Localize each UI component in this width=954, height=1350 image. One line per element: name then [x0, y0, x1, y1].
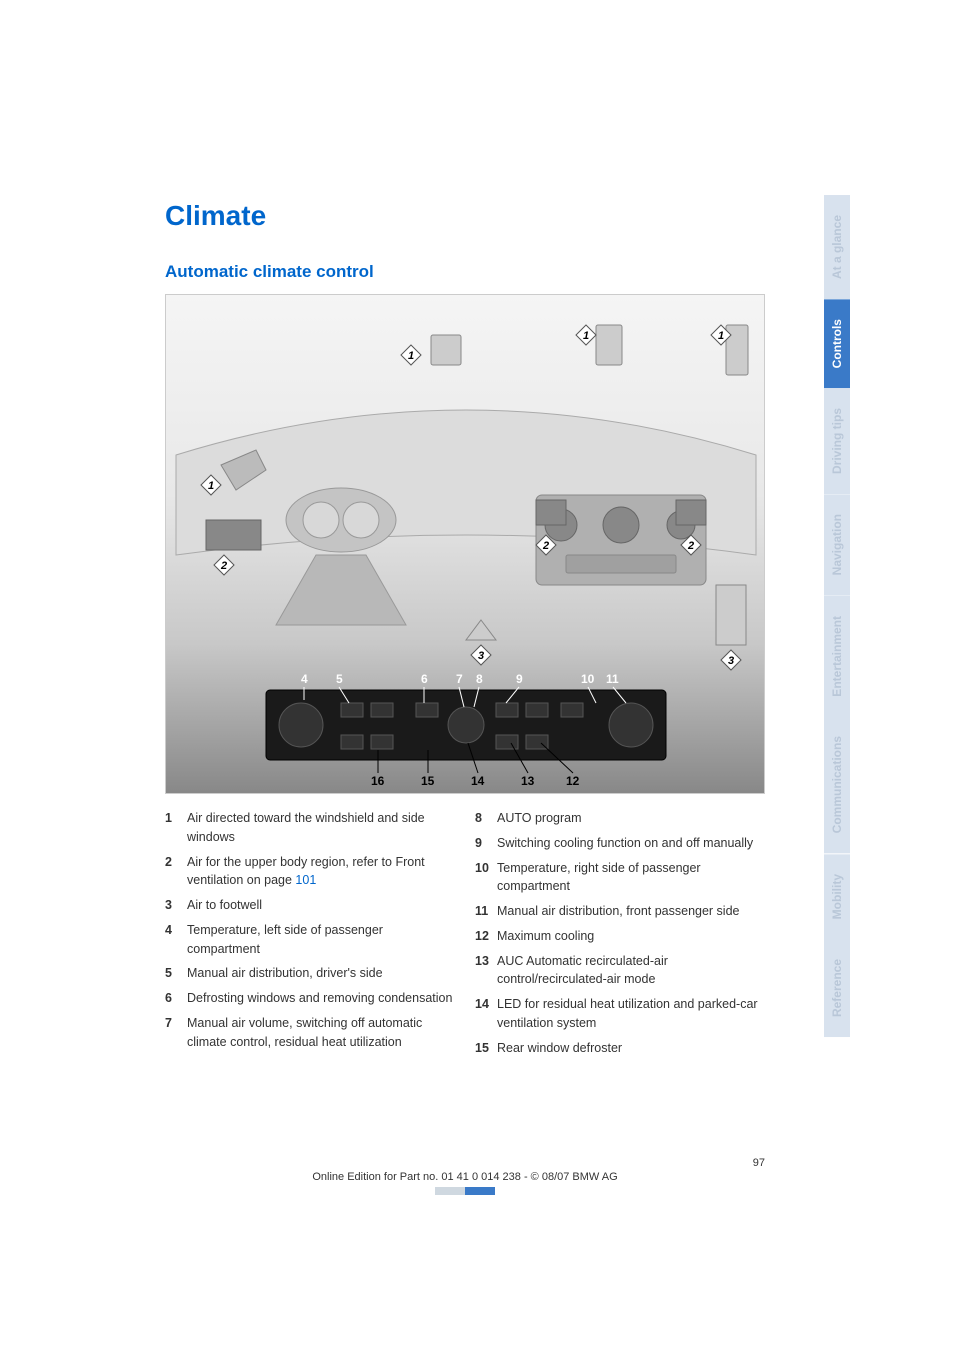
- section-tab[interactable]: Mobility: [824, 854, 850, 939]
- legend-text: Manual air distribution, front passenger…: [497, 902, 740, 921]
- legend-text: Defrosting windows and removing condensa…: [187, 989, 452, 1008]
- section-tab[interactable]: At a glance: [824, 195, 850, 299]
- footer-line: Online Edition for Part no. 01 41 0 014 …: [165, 1171, 765, 1183]
- dashboard-figure: 1 1 1 1: [165, 294, 765, 794]
- section-tab[interactable]: Entertainment: [824, 596, 850, 717]
- legend-item: 11Manual air distribution, front passeng…: [475, 902, 765, 921]
- svg-text:7: 7: [456, 672, 463, 686]
- legend-item: 9Switching cooling function on and off m…: [475, 834, 765, 853]
- svg-text:12: 12: [566, 774, 580, 788]
- svg-text:1: 1: [408, 350, 414, 362]
- legend-item: 3Air to footwell: [165, 896, 455, 915]
- legend-item: 13AUC Automatic recirculated-air control…: [475, 952, 765, 990]
- svg-text:6: 6: [421, 672, 428, 686]
- legend-number: 7: [165, 1014, 187, 1052]
- section-tab[interactable]: Reference: [824, 939, 850, 1037]
- svg-text:2: 2: [687, 540, 694, 552]
- page-ref-link[interactable]: 101: [295, 873, 316, 887]
- legend-number: 9: [475, 834, 497, 853]
- svg-text:11: 11: [606, 672, 619, 686]
- legend-text: Air directed toward the windshield and s…: [187, 809, 455, 847]
- svg-text:3: 3: [728, 655, 734, 667]
- legend-item: 7Manual air volume, switching off automa…: [165, 1014, 455, 1052]
- legend-text: Switching cooling function on and off ma…: [497, 834, 753, 853]
- legend-item: 14LED for residual heat utilization and …: [475, 995, 765, 1033]
- legend-number: 4: [165, 921, 187, 959]
- legend-text: AUTO program: [497, 809, 582, 828]
- legend-text: Maximum cooling: [497, 927, 594, 946]
- legend-item: 10Temperature, right side of passenger c…: [475, 859, 765, 897]
- legend-text: Manual air volume, switching off automat…: [187, 1014, 455, 1052]
- svg-text:4: 4: [301, 672, 308, 686]
- page-footer: 97 Online Edition for Part no. 01 41 0 0…: [165, 1157, 765, 1195]
- legend-item: 12Maximum cooling: [475, 927, 765, 946]
- svg-text:8: 8: [476, 672, 483, 686]
- legend-text: LED for residual heat utilization and pa…: [497, 995, 765, 1033]
- page-title: Climate: [165, 200, 765, 232]
- svg-text:1: 1: [208, 480, 214, 492]
- legend-item: 1Air directed toward the windshield and …: [165, 809, 455, 847]
- svg-text:16: 16: [371, 774, 385, 788]
- legend-number: 8: [475, 809, 497, 828]
- svg-text:15: 15: [421, 774, 435, 788]
- section-tab[interactable]: Communications: [824, 716, 850, 853]
- svg-text:2: 2: [542, 540, 549, 552]
- svg-text:9: 9: [516, 672, 523, 686]
- legend-text: Temperature, right side of passenger com…: [497, 859, 765, 897]
- svg-text:2: 2: [220, 560, 227, 572]
- legend-number: 12: [475, 927, 497, 946]
- legend-number: 5: [165, 964, 187, 983]
- legend-text: AUC Automatic recirculated-air control/r…: [497, 952, 765, 990]
- svg-text:3: 3: [478, 650, 484, 662]
- legend-text: Rear window defroster: [497, 1039, 622, 1058]
- legend-item: 5Manual air distribution, driver's side: [165, 964, 455, 983]
- svg-text:5: 5: [336, 672, 343, 686]
- legend-text: Air to footwell: [187, 896, 262, 915]
- section-tab[interactable]: Driving tips: [824, 388, 850, 494]
- legend-text: Temperature, left side of passenger comp…: [187, 921, 455, 959]
- svg-text:10: 10: [581, 672, 595, 686]
- svg-text:14: 14: [471, 774, 485, 788]
- legend-text: Manual air distribution, driver's side: [187, 964, 383, 983]
- legend-number: 14: [475, 995, 497, 1033]
- legend-item: 4Temperature, left side of passenger com…: [165, 921, 455, 959]
- legend-number: 1: [165, 809, 187, 847]
- legend-item: 8AUTO program: [475, 809, 765, 828]
- svg-text:1: 1: [583, 330, 589, 342]
- section-tab[interactable]: Navigation: [824, 494, 850, 595]
- legend-number: 3: [165, 896, 187, 915]
- legend-number: 13: [475, 952, 497, 990]
- legend-number: 11: [475, 902, 497, 921]
- page-number: 97: [165, 1157, 765, 1169]
- section-title: Automatic climate control: [165, 262, 765, 282]
- legend-number: 2: [165, 853, 187, 891]
- svg-text:1: 1: [718, 330, 724, 342]
- legend: 1Air directed toward the windshield and …: [165, 809, 765, 1063]
- legend-text: Air for the upper body region, refer to …: [187, 853, 455, 891]
- section-tab[interactable]: Controls: [824, 299, 850, 388]
- legend-number: 6: [165, 989, 187, 1008]
- legend-item: 15Rear window defroster: [475, 1039, 765, 1058]
- legend-number: 10: [475, 859, 497, 897]
- legend-number: 15: [475, 1039, 497, 1058]
- legend-item: 2Air for the upper body region, refer to…: [165, 853, 455, 891]
- side-tabs: At a glanceControlsDriving tipsNavigatio…: [824, 195, 854, 1037]
- legend-item: 6Defrosting windows and removing condens…: [165, 989, 455, 1008]
- svg-text:13: 13: [521, 774, 535, 788]
